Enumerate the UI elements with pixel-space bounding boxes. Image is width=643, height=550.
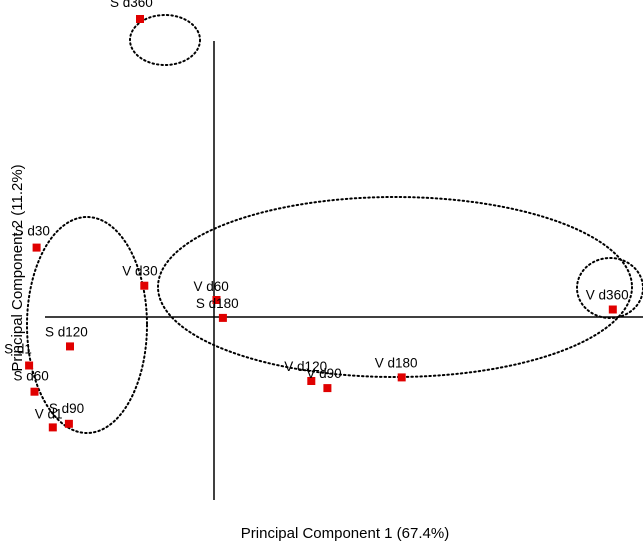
data-label: V d360	[586, 288, 629, 303]
data-point	[30, 387, 39, 396]
data-point	[66, 342, 74, 351]
data-points	[25, 15, 617, 432]
data-label: S d360	[110, 0, 153, 10]
data-label: V d120	[284, 359, 327, 374]
data-label: S d60	[14, 369, 49, 384]
data-point	[307, 377, 316, 385]
cluster-ellipse	[129, 14, 201, 66]
data-label: V d1	[35, 406, 63, 421]
data-point	[32, 243, 41, 252]
y-axis-title: Principal Component 2 (11.2%)	[9, 164, 26, 371]
data-label: V d90	[306, 366, 341, 381]
data-label: S d180	[196, 296, 239, 311]
x-axis-title: Principal Component 1 (67.4%)	[241, 525, 449, 542]
data-labels: S d360 S d30 V d30 V d60 S d180 S d120 S d1 S d…	[4, 0, 628, 421]
data-point	[48, 423, 57, 432]
data-point	[64, 419, 73, 428]
cluster-ellipse	[576, 257, 643, 319]
data-point	[136, 15, 144, 23]
cluster-ellipses	[26, 14, 643, 434]
data-point	[218, 313, 227, 322]
data-label: S d90	[49, 401, 84, 416]
data-point	[323, 384, 332, 393]
cluster-ellipse	[157, 196, 633, 378]
data-point	[25, 361, 34, 370]
data-label: V d180	[375, 355, 418, 370]
data-label: V d30	[122, 264, 157, 279]
data-point	[140, 281, 149, 290]
data-label: S d1	[4, 342, 32, 357]
data-label: V d60	[194, 279, 229, 294]
data-label: S d30	[15, 224, 50, 239]
data-point	[397, 373, 406, 382]
data-point	[212, 296, 221, 304]
data-point	[608, 305, 617, 314]
cluster-ellipse	[26, 216, 148, 434]
data-label: S d120	[45, 324, 88, 339]
